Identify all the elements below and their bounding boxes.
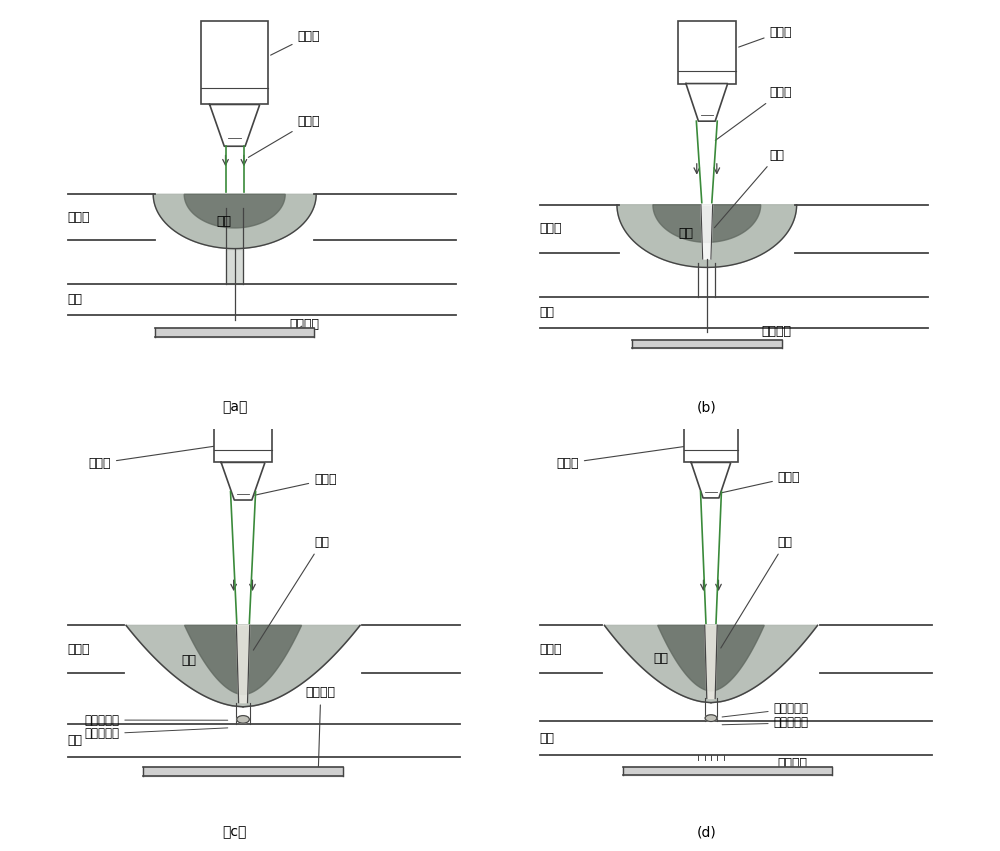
Polygon shape (617, 205, 797, 267)
Polygon shape (184, 194, 285, 228)
Text: 燔池: 燔池 (653, 653, 668, 665)
Text: 粉末片: 粉末片 (540, 222, 562, 235)
Text: 反射垫板: 反射垫板 (778, 757, 821, 770)
Polygon shape (632, 340, 782, 348)
Text: 激光束: 激光束 (255, 473, 337, 495)
Text: 激光束: 激光束 (715, 86, 792, 140)
Text: 小孔: 小孔 (253, 536, 329, 650)
Text: 激光器: 激光器 (88, 446, 215, 470)
Polygon shape (658, 625, 764, 691)
Text: 激光器: 激光器 (271, 30, 320, 55)
Bar (678, 21, 736, 83)
Text: 激光器: 激光器 (556, 446, 687, 470)
Text: 激光束: 激光束 (248, 116, 320, 157)
Text: 反射垫板: 反射垫板 (761, 325, 791, 344)
Bar (214, 420, 272, 462)
Text: （a）: （a） (222, 401, 247, 414)
Text: 粉末片: 粉末片 (540, 643, 562, 656)
Polygon shape (185, 625, 302, 694)
Polygon shape (210, 105, 260, 146)
Text: 基体: 基体 (540, 306, 555, 319)
Text: 燔池: 燔池 (678, 227, 693, 241)
Polygon shape (686, 83, 728, 121)
Text: 小孔: 小孔 (714, 149, 784, 228)
Text: 反射激光束: 反射激光束 (722, 717, 809, 729)
Polygon shape (155, 328, 314, 337)
Text: 燔池: 燔池 (217, 215, 232, 228)
Polygon shape (691, 462, 731, 498)
Polygon shape (705, 625, 717, 699)
Polygon shape (236, 625, 250, 703)
Text: 激光器: 激光器 (739, 26, 792, 47)
Text: 基体: 基体 (540, 732, 555, 745)
Text: (d): (d) (697, 825, 717, 839)
Ellipse shape (237, 716, 249, 723)
Text: 小孔: 小孔 (721, 536, 793, 648)
Polygon shape (153, 194, 316, 248)
Polygon shape (143, 768, 343, 776)
Text: 穿透激光束: 穿透激光束 (722, 702, 809, 717)
Polygon shape (226, 248, 243, 284)
Text: 反射垫板: 反射垫板 (289, 318, 319, 331)
Text: 反射垫板: 反射垫板 (306, 687, 336, 768)
Text: 基体: 基体 (68, 294, 83, 306)
Text: (b): (b) (697, 401, 717, 414)
Polygon shape (701, 205, 713, 259)
Polygon shape (126, 625, 360, 707)
Text: 穿透激光束: 穿透激光束 (84, 714, 228, 727)
Text: 基体: 基体 (68, 734, 83, 747)
Text: 粉末片: 粉末片 (68, 211, 90, 224)
Text: 粉末片: 粉末片 (68, 643, 90, 656)
Text: （c）: （c） (223, 825, 247, 839)
Polygon shape (221, 462, 265, 500)
Text: 激光束: 激光束 (720, 471, 800, 493)
Bar (684, 420, 738, 462)
Text: 燔池: 燔池 (181, 654, 196, 667)
Polygon shape (653, 205, 761, 243)
Ellipse shape (705, 715, 717, 722)
Polygon shape (604, 625, 818, 703)
Polygon shape (623, 768, 832, 775)
Bar (201, 21, 268, 105)
Text: 反射激光束: 反射激光束 (84, 728, 228, 740)
